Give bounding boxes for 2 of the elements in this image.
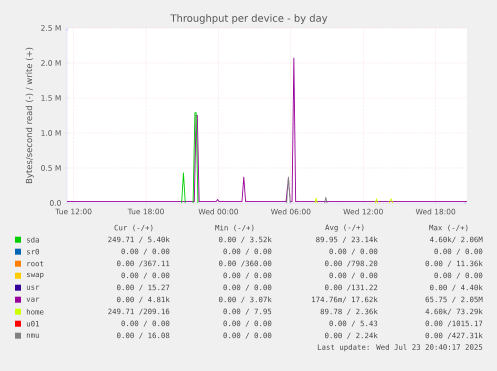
- chart-title: Throughput per device - by day: [170, 14, 328, 24]
- y-axis-title: Bytes/second read (-) / write (+): [26, 48, 34, 184]
